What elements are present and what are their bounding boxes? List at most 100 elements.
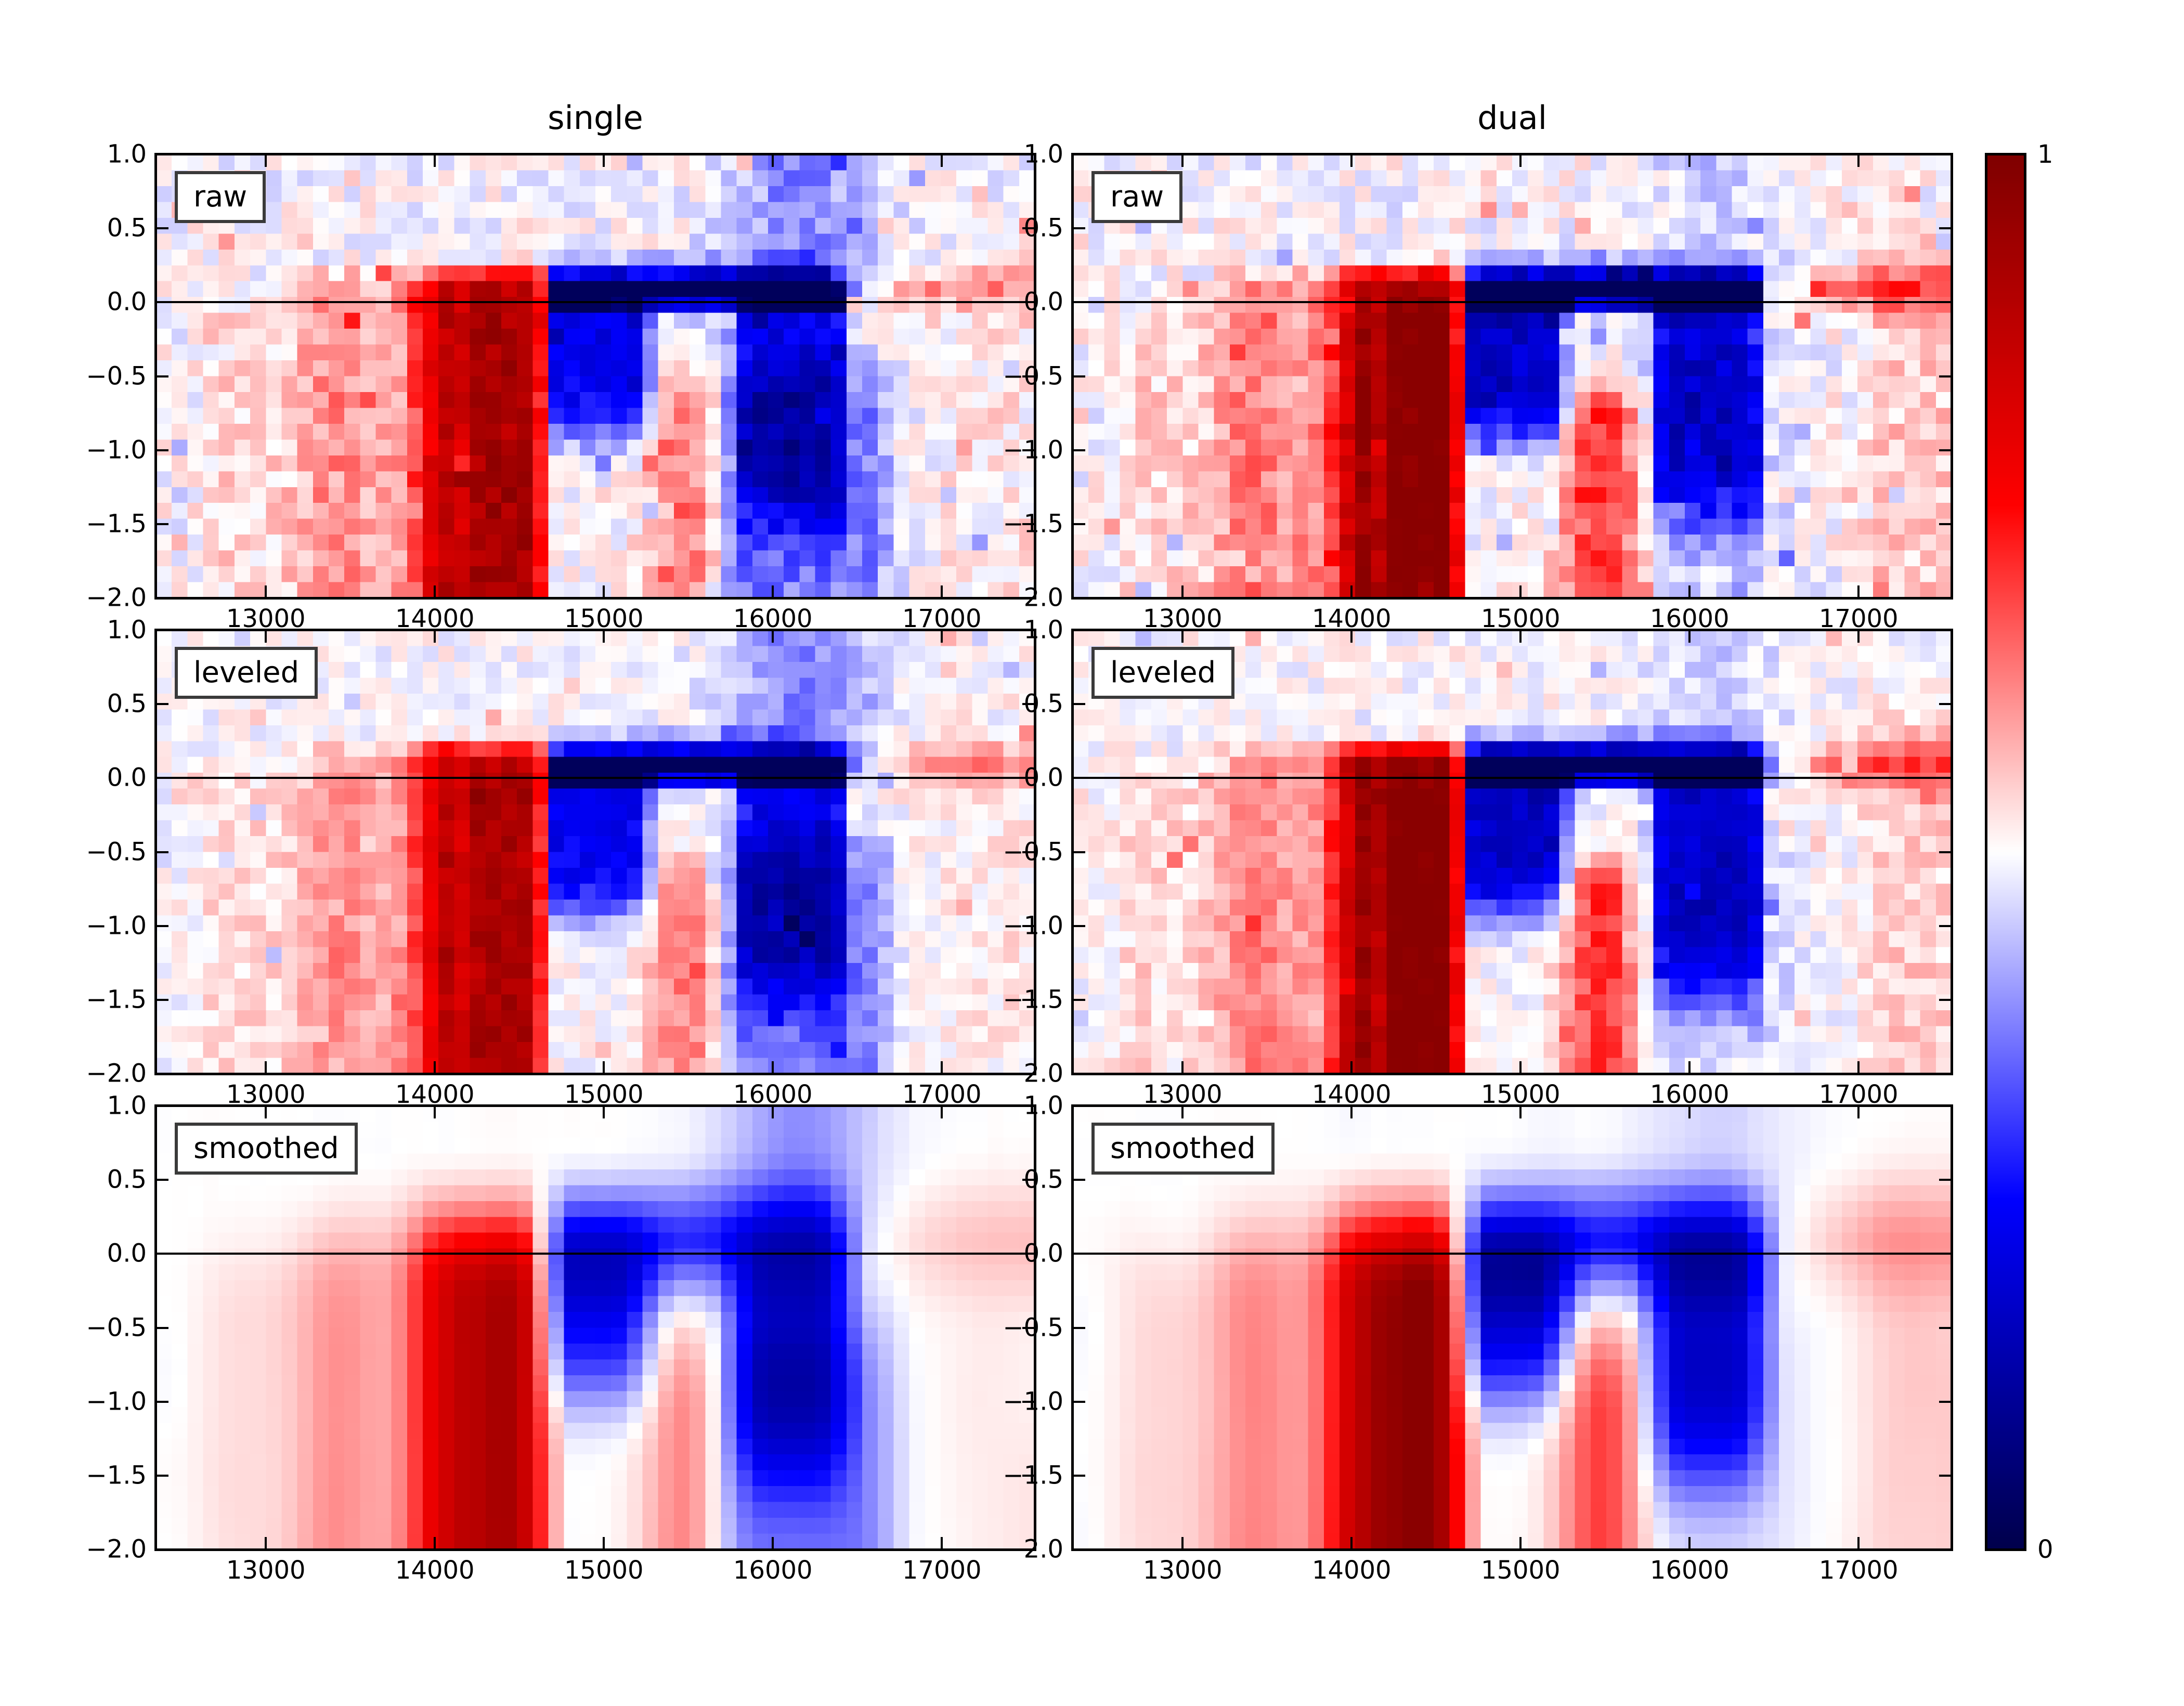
panel-row-label-box: smoothed	[175, 1123, 358, 1175]
panel-label-smoothed: smoothed	[1110, 1131, 1256, 1165]
y-tick-mark	[1022, 597, 1035, 599]
y-tick-label: −1.0	[1003, 1387, 1063, 1416]
y-tick-mark	[156, 523, 168, 525]
zero-line	[1073, 301, 1952, 304]
y-tick-mark	[1073, 227, 1085, 230]
panel-single-smoothed: smoothed 13000 14000 15000 16000 17000 1.0 0.5…	[86, 1092, 1036, 1584]
x-tick-label: 16000	[733, 1080, 813, 1109]
x-tick-mark	[1857, 630, 1860, 643]
y-tick-label: −1.0	[1003, 435, 1063, 465]
panel-dual-leveled: leveled 13000 14000 15000 16000 17000 1.0 0.5 0…	[1003, 616, 1953, 1108]
y-tick-label: −0.5	[86, 837, 147, 867]
x-tick-mark	[265, 630, 267, 643]
x-tick-mark	[434, 154, 436, 167]
x-tick-mark	[1519, 585, 1522, 598]
y-tick-mark	[156, 1179, 168, 1181]
y-tick-mark	[156, 597, 168, 599]
y-tick-mark	[1022, 1253, 1035, 1255]
x-tick-mark	[1519, 154, 1522, 167]
x-tick-label: 15000	[564, 1556, 644, 1585]
x-tick-label: 15000	[1480, 604, 1561, 633]
y-tick-label: 1.0	[107, 615, 147, 645]
y-tick-mark	[1073, 851, 1085, 853]
x-tick-mark	[772, 630, 774, 643]
x-tick-mark	[1857, 1106, 1860, 1118]
y-tick-mark	[1022, 851, 1035, 853]
x-tick-mark	[941, 1061, 943, 1074]
x-tick-mark	[434, 1061, 436, 1074]
x-tick-mark	[1181, 585, 1184, 598]
y-tick-label: −1.5	[1003, 985, 1063, 1014]
y-tick-mark	[1073, 1326, 1085, 1329]
y-tick-mark	[156, 1326, 168, 1329]
y-tick-mark	[156, 1400, 168, 1403]
panel-row-label-box: raw	[175, 171, 266, 224]
y-tick-label: −1.0	[86, 911, 147, 941]
x-tick-mark	[1857, 585, 1860, 598]
y-tick-label: −2.0	[86, 1059, 147, 1088]
y-tick-mark	[1073, 1179, 1085, 1181]
panel-single-raw: raw 13000 14000 15000 16000 17000 1.0 0.5 0.0 −0…	[86, 140, 1036, 632]
y-tick-mark	[1073, 449, 1085, 451]
x-tick-label: 17000	[1818, 604, 1899, 633]
y-tick-label: −2.0	[1003, 1534, 1063, 1564]
x-tick-mark	[772, 1106, 774, 1118]
y-tick-mark	[1939, 1400, 1952, 1403]
y-tick-mark	[1939, 301, 1952, 304]
y-tick-mark	[1073, 375, 1085, 377]
y-tick-mark	[1073, 998, 1085, 1001]
y-tick-mark	[156, 851, 168, 853]
x-tick-mark	[1688, 1061, 1691, 1074]
y-tick-mark	[156, 777, 168, 779]
x-tick-label: 13000	[1142, 1556, 1223, 1585]
y-tick-label: 0.0	[1023, 287, 1063, 317]
x-tick-mark	[1181, 630, 1184, 643]
x-tick-label: 16000	[1649, 604, 1730, 633]
panel-label-raw: raw	[193, 180, 248, 214]
x-tick-label: 17000	[1818, 1080, 1899, 1109]
panel-label-raw: raw	[1110, 180, 1164, 214]
x-tick-mark	[1519, 1106, 1522, 1118]
y-tick-mark	[156, 1105, 168, 1107]
zero-line	[156, 777, 1035, 779]
y-tick-mark	[1022, 629, 1035, 631]
y-tick-label: 0.0	[1023, 763, 1063, 792]
x-tick-mark	[603, 585, 605, 598]
y-tick-label: 0.0	[107, 1239, 147, 1268]
y-tick-mark	[1073, 597, 1085, 599]
x-tick-label: 14000	[1311, 604, 1392, 633]
y-tick-mark	[1073, 1105, 1085, 1107]
y-tick-mark	[1939, 629, 1952, 631]
x-tick-mark	[772, 585, 774, 598]
x-tick-mark	[1688, 154, 1691, 167]
y-tick-mark	[1939, 449, 1952, 451]
y-tick-mark	[1022, 523, 1035, 525]
y-tick-label: 0.5	[107, 1165, 147, 1194]
panel-row-label-box: leveled	[175, 647, 318, 699]
panel-label-leveled: leveled	[1110, 656, 1216, 689]
y-tick-mark	[156, 301, 168, 304]
x-tick-mark	[1350, 154, 1353, 167]
y-tick-label: −2.0	[86, 1534, 147, 1564]
y-tick-mark	[1022, 1179, 1035, 1181]
x-tick-mark	[1350, 1537, 1353, 1549]
colorbar-gradient	[1986, 154, 2025, 1549]
x-tick-mark	[434, 630, 436, 643]
y-tick-label: 0.0	[1023, 1239, 1063, 1268]
panel-single-leveled: leveled 13000 14000 15000 16000 17000 1.0 0.5 0…	[86, 616, 1036, 1108]
colorbar-max-label: 1	[2037, 140, 2053, 169]
y-tick-mark	[1939, 1548, 1952, 1551]
y-tick-mark	[1022, 703, 1035, 706]
y-tick-mark	[1939, 777, 1952, 779]
y-tick-label: 0.5	[1023, 1165, 1063, 1194]
zero-line	[156, 301, 1035, 304]
y-tick-mark	[1022, 1326, 1035, 1329]
x-tick-mark	[603, 154, 605, 167]
y-tick-label: 1.0	[1023, 1091, 1063, 1121]
y-tick-mark	[156, 703, 168, 706]
x-tick-mark	[265, 585, 267, 598]
x-tick-mark	[1688, 630, 1691, 643]
x-tick-mark	[1519, 1537, 1522, 1549]
x-tick-mark	[1688, 585, 1691, 598]
